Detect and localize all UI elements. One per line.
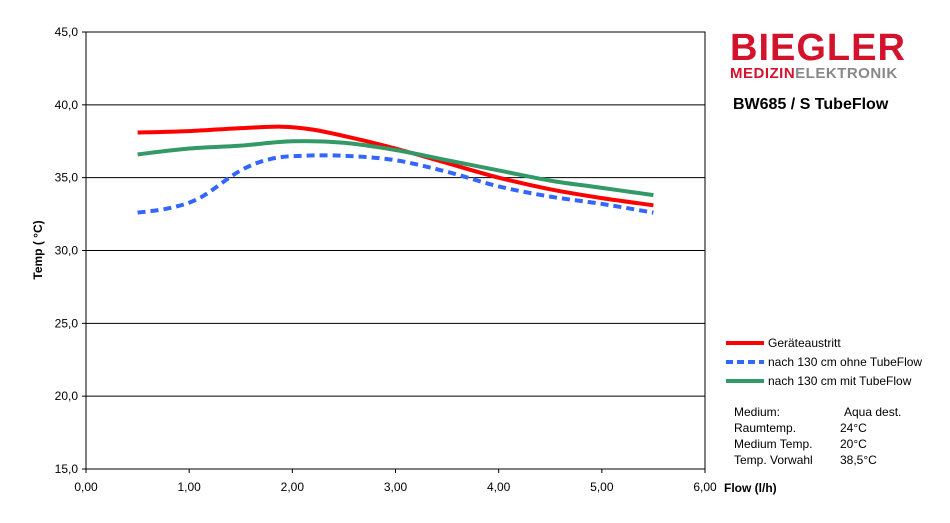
y-axis-title: Temp ( °C) [31,220,45,279]
legend-label: nach 130 cm ohne TubeFlow [768,355,923,369]
y-tick-label: 25,0 [55,316,79,330]
info-value: 38,5°C [840,453,877,467]
x-tick-label: 4,00 [487,480,511,494]
legend-swatch-blue [726,360,764,364]
info-key: Medium: [734,405,781,419]
logo-wordmark: BIEGLER [730,27,906,69]
logo-sub-red: MEDIZIN [730,65,796,82]
x-tick-label: 3,00 [384,480,408,494]
info-value: 20°C [840,437,867,451]
product-title: BW685 / S TubeFlow [733,96,889,113]
biegler-logo: BIEGLER MEDIZINELEKTRONIK [730,27,930,82]
y-tick-label: 30,0 [55,244,79,258]
info-key: Temp. Vorwahl [734,453,813,467]
legend-label: nach 130 cm mit TubeFlow [768,374,912,388]
logo-sub-gray: ELEKTRONIK [795,65,898,82]
series-line-geraeteaustritt [137,124,654,208]
legend-swatch-green [726,379,764,383]
x-tick-label: 2,00 [281,480,305,494]
logo-subtitle: MEDIZINELEKTRONIK [730,66,930,82]
grid-lines [86,31,705,470]
legend-swatch-red [726,341,764,345]
series-line-mit-tubeflow [137,139,654,198]
y-tick-label: 15,0 [55,462,79,476]
plot-frame [85,31,706,470]
info-key: Raumtemp. [734,421,797,435]
tick-labels: 15,0 20,0 25,0 30,0 35,0 40,0 45,0 0,00 1,00 2,00… [55,25,717,494]
x-tick-label: 0,00 [74,480,98,494]
y-tick-label: 45,0 [55,25,79,39]
info-value: 24°C [840,421,867,435]
series-line-ohne-tubeflow [137,153,654,215]
series-lines [137,124,654,215]
info-value: Aqua dest. [844,405,902,419]
x-tick-label: 6,00 [693,480,717,494]
x-tick-label: 1,00 [177,480,201,494]
x-tick-label: 5,00 [590,480,614,494]
axes [82,31,706,473]
y-tick-label: 35,0 [55,171,79,185]
legend-label: Geräteaustritt [768,336,841,350]
x-axis-title: Flow (l/h) [724,481,777,495]
y-tick-label: 20,0 [55,389,79,403]
y-tick-label: 40,0 [55,98,79,112]
info-key: Medium Temp. [734,437,813,451]
